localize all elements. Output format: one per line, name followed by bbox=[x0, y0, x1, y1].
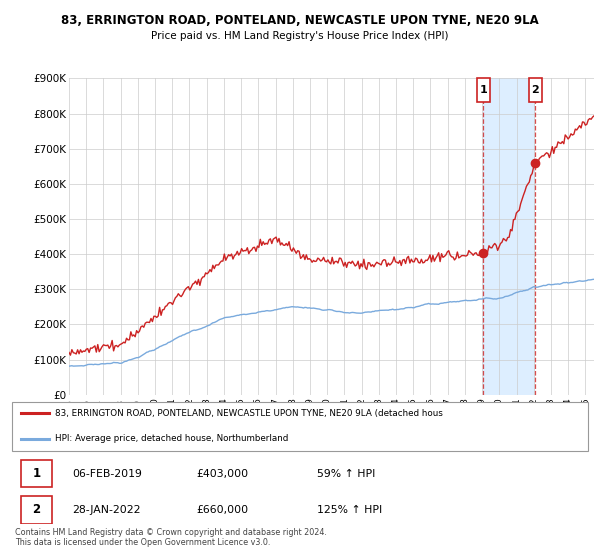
Text: £660,000: £660,000 bbox=[196, 505, 248, 515]
Text: 1: 1 bbox=[32, 467, 41, 480]
Text: £403,000: £403,000 bbox=[196, 469, 248, 479]
Text: 06-FEB-2019: 06-FEB-2019 bbox=[73, 469, 142, 479]
Text: Contains HM Land Registry data © Crown copyright and database right 2024.
This d: Contains HM Land Registry data © Crown c… bbox=[15, 528, 327, 547]
Text: 83, ERRINGTON ROAD, PONTELAND, NEWCASTLE UPON TYNE, NE20 9LA (detached hous: 83, ERRINGTON ROAD, PONTELAND, NEWCASTLE… bbox=[55, 409, 443, 418]
Bar bbox=[529, 78, 542, 102]
Text: 2: 2 bbox=[531, 85, 539, 95]
Text: 28-JAN-2022: 28-JAN-2022 bbox=[73, 505, 141, 515]
Bar bbox=[20, 460, 52, 487]
Text: 59% ↑ HPI: 59% ↑ HPI bbox=[317, 469, 376, 479]
Text: 125% ↑ HPI: 125% ↑ HPI bbox=[317, 505, 383, 515]
Text: 1: 1 bbox=[479, 85, 487, 95]
Text: Price paid vs. HM Land Registry's House Price Index (HPI): Price paid vs. HM Land Registry's House … bbox=[151, 31, 449, 41]
Bar bbox=[484, 78, 535, 395]
Text: 2: 2 bbox=[32, 503, 41, 516]
Text: 83, ERRINGTON ROAD, PONTELAND, NEWCASTLE UPON TYNE, NE20 9LA: 83, ERRINGTON ROAD, PONTELAND, NEWCASTLE… bbox=[61, 14, 539, 27]
Bar bbox=[20, 496, 52, 524]
Bar bbox=[477, 78, 490, 102]
Text: HPI: Average price, detached house, Northumberland: HPI: Average price, detached house, Nort… bbox=[55, 435, 289, 444]
